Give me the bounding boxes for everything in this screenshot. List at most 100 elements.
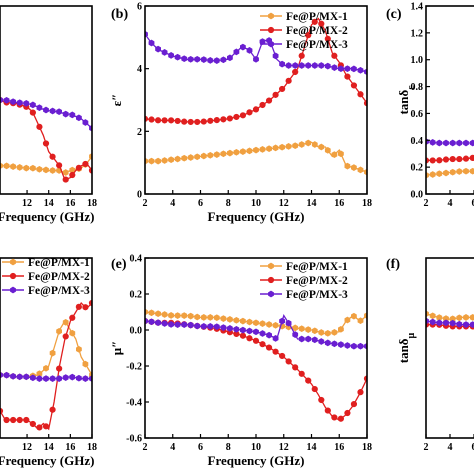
data-point xyxy=(239,112,247,119)
data-point xyxy=(449,319,456,327)
plot-area-a xyxy=(0,96,92,183)
data-point xyxy=(344,409,351,417)
data-point xyxy=(311,62,318,69)
data-point xyxy=(298,141,305,148)
data-point xyxy=(16,373,23,381)
data-point xyxy=(62,176,69,183)
data-point xyxy=(240,317,246,325)
y-tick-label: 0.8 xyxy=(411,82,424,93)
x-tick-label: 16 xyxy=(65,198,75,209)
legend-marker xyxy=(267,276,275,284)
y-tick-label: 4 xyxy=(137,64,142,75)
data-point xyxy=(233,325,240,333)
data-point xyxy=(220,56,227,64)
legend-entry: Fe@P/MX-1 xyxy=(2,257,90,269)
data-point xyxy=(456,168,463,175)
data-point xyxy=(344,342,351,349)
data-point xyxy=(456,155,463,163)
data-point xyxy=(161,157,168,164)
data-point xyxy=(350,65,357,73)
data-point xyxy=(292,324,299,332)
data-point xyxy=(469,154,474,161)
legend-entry: Fe@P/MX-3 xyxy=(260,39,348,51)
data-point xyxy=(469,321,474,328)
data-point xyxy=(311,327,318,335)
data-point xyxy=(49,167,56,174)
data-point xyxy=(194,322,201,330)
data-point xyxy=(220,324,227,331)
data-point xyxy=(253,328,259,336)
y-axis-label: tanδμ xyxy=(396,332,417,363)
data-point xyxy=(168,117,175,124)
data-point xyxy=(42,140,50,147)
data-point xyxy=(187,154,194,161)
legend-entry: Fe@P/MX-1 xyxy=(260,261,348,273)
x-tick-label: 4 xyxy=(448,198,453,209)
x-axis-label: Frequency (GHz) xyxy=(208,209,305,224)
y-axis-label: μ″ xyxy=(109,341,124,356)
data-point xyxy=(246,47,253,54)
x-tick-label: 12 xyxy=(22,442,32,453)
data-point xyxy=(23,164,30,172)
data-point xyxy=(213,116,220,124)
data-point xyxy=(69,373,76,381)
data-point xyxy=(233,113,240,121)
data-point xyxy=(155,157,161,165)
data-point xyxy=(285,143,292,150)
panel-f: 2 4 6 tanδμ (f) xyxy=(386,257,474,453)
data-point xyxy=(29,109,36,116)
data-point xyxy=(36,123,43,130)
legend-label: Fe@P/MX-3 xyxy=(28,285,90,297)
x-tick-label: 18 xyxy=(87,198,97,209)
x-tick-label: 6 xyxy=(472,198,474,209)
data-point xyxy=(43,106,49,114)
data-point xyxy=(62,318,69,326)
legend-marker xyxy=(267,26,275,34)
x-tick-label: 18 xyxy=(362,198,372,209)
series-line-2 xyxy=(426,157,474,162)
data-point xyxy=(436,170,443,178)
data-point xyxy=(456,139,463,147)
data-point xyxy=(246,335,253,342)
axes-frame-a xyxy=(0,5,93,195)
data-point xyxy=(337,325,344,333)
data-point xyxy=(226,115,233,122)
data-point xyxy=(259,341,266,348)
legend-marker xyxy=(268,262,274,270)
data-point xyxy=(298,325,305,333)
data-point xyxy=(337,65,344,73)
data-point xyxy=(246,109,253,116)
data-point xyxy=(82,304,89,311)
data-point xyxy=(168,156,174,164)
legend-marker xyxy=(268,12,274,20)
data-point xyxy=(148,157,155,165)
data-point xyxy=(200,314,207,321)
data-point xyxy=(337,415,344,422)
data-point xyxy=(187,312,194,320)
x-tick-label: 8 xyxy=(226,442,231,453)
data-point xyxy=(324,329,331,337)
x-tick-label: 16 xyxy=(334,442,344,453)
data-point xyxy=(331,52,338,59)
data-point xyxy=(324,35,331,42)
data-point xyxy=(168,312,174,319)
data-point xyxy=(449,168,456,176)
data-point xyxy=(429,139,436,146)
data-point xyxy=(259,101,266,109)
legend-entry: Fe@P/MX-2 xyxy=(260,275,348,287)
data-point xyxy=(23,373,30,381)
data-point xyxy=(350,342,357,350)
y-tick-label: 0.2 xyxy=(411,163,424,174)
data-point xyxy=(161,311,168,318)
data-point xyxy=(292,68,299,76)
legend-marker xyxy=(10,286,16,294)
legend-entry: Fe@P/MX-1 xyxy=(260,11,348,23)
data-point xyxy=(181,55,188,63)
data-point xyxy=(285,62,292,69)
data-point xyxy=(449,155,456,163)
data-point xyxy=(469,139,474,147)
data-point xyxy=(331,414,338,421)
data-point xyxy=(279,85,286,93)
